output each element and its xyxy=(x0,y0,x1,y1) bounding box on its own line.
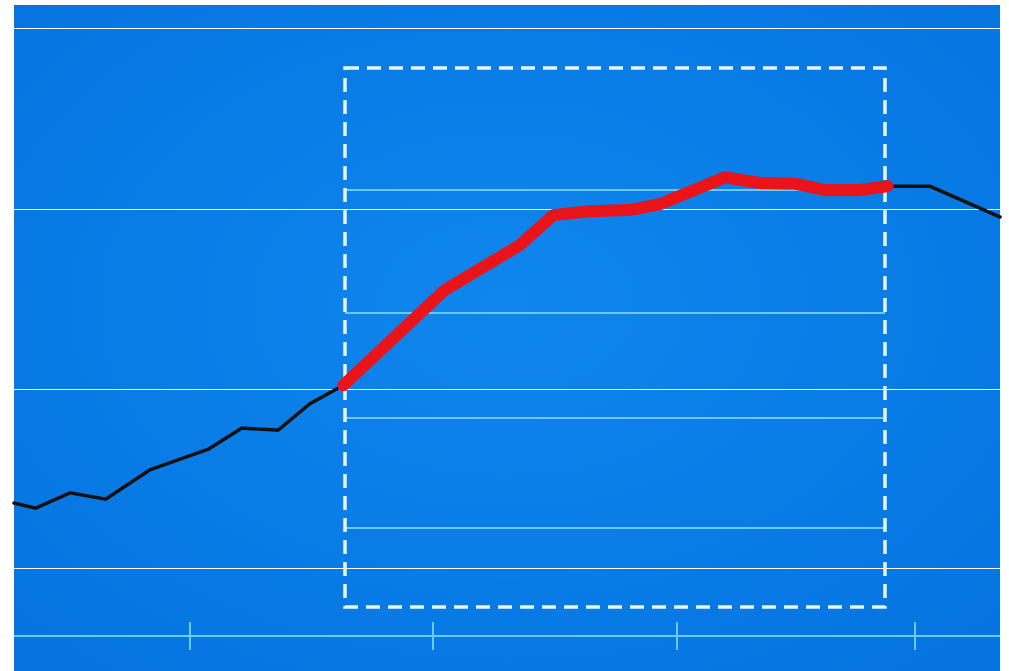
inner-lines xyxy=(345,189,885,529)
lines xyxy=(12,171,1002,510)
selection-box xyxy=(343,66,887,609)
scan-lines xyxy=(14,28,1000,569)
background xyxy=(14,5,1000,671)
highlight-line xyxy=(337,171,894,392)
bottom-axis xyxy=(14,622,1000,650)
